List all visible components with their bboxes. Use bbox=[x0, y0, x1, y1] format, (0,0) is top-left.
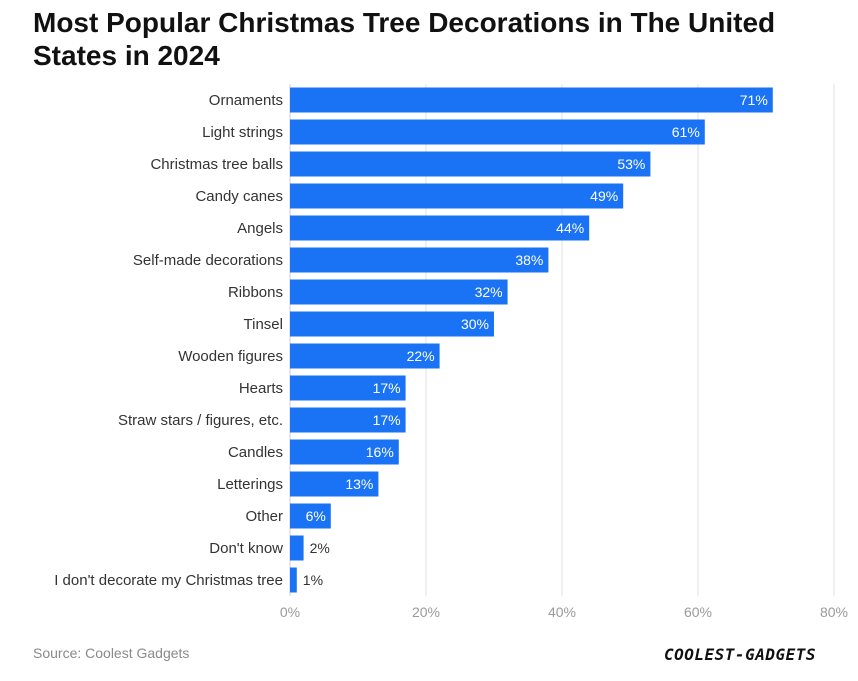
value-label: 38% bbox=[515, 252, 543, 268]
bar bbox=[290, 87, 773, 113]
value-label: 16% bbox=[366, 444, 394, 460]
value-label: 1% bbox=[303, 572, 323, 588]
bar bbox=[290, 439, 399, 465]
value-label: 32% bbox=[475, 284, 503, 300]
category-label: Wooden figures bbox=[178, 348, 283, 365]
value-label: 22% bbox=[407, 348, 435, 364]
bar bbox=[290, 567, 297, 593]
category-label: Ornaments bbox=[209, 92, 283, 109]
value-label: 61% bbox=[672, 124, 700, 140]
x-tick-label: 40% bbox=[548, 604, 576, 620]
value-label: 30% bbox=[461, 316, 489, 332]
category-label: Tinsel bbox=[244, 316, 283, 333]
value-label: 71% bbox=[740, 92, 768, 108]
bar bbox=[290, 503, 331, 529]
brand-logo: COOLEST-GADGETS bbox=[664, 645, 816, 664]
bar bbox=[290, 471, 379, 497]
value-label: 2% bbox=[310, 540, 330, 556]
bar bbox=[290, 183, 624, 209]
category-label: Angels bbox=[237, 220, 283, 237]
x-tick-label: 0% bbox=[280, 604, 300, 620]
value-label: 49% bbox=[590, 188, 618, 204]
bar bbox=[290, 151, 651, 177]
category-label: Candy canes bbox=[195, 188, 283, 205]
chart-title: Most Popular Christmas Tree Decorations … bbox=[33, 7, 776, 71]
labels: 0% 20% 40% 60% 80% Ornaments 71% Light strings 6… bbox=[54, 92, 848, 620]
bar bbox=[290, 407, 406, 433]
bar bbox=[290, 119, 705, 145]
bar bbox=[290, 215, 590, 241]
value-label: 53% bbox=[617, 156, 645, 172]
bar bbox=[290, 343, 440, 369]
value-label: 13% bbox=[345, 476, 373, 492]
x-tick-label: 80% bbox=[820, 604, 848, 620]
value-label: 44% bbox=[556, 220, 584, 236]
x-tick-label: 20% bbox=[412, 604, 440, 620]
category-label: Ribbons bbox=[228, 284, 283, 301]
category-label: I don't decorate my Christmas tree bbox=[54, 572, 283, 589]
x-tick-label: 60% bbox=[684, 604, 712, 620]
bar bbox=[290, 279, 508, 305]
category-label: Letterings bbox=[217, 476, 283, 493]
value-label: 17% bbox=[373, 412, 401, 428]
value-label: 6% bbox=[306, 508, 326, 524]
category-label: Christmas tree balls bbox=[150, 156, 283, 173]
bar bbox=[290, 247, 549, 273]
source-note: Source: Coolest Gadgets bbox=[33, 645, 190, 661]
category-label: Self-made decorations bbox=[133, 252, 283, 269]
category-label: Hearts bbox=[239, 380, 283, 397]
category-label: Light strings bbox=[202, 124, 283, 141]
bar bbox=[290, 375, 406, 401]
bar bbox=[290, 535, 304, 561]
category-label: Other bbox=[245, 508, 283, 525]
value-label: 17% bbox=[373, 380, 401, 396]
bars bbox=[290, 87, 773, 593]
category-label: Don't know bbox=[209, 540, 283, 557]
category-label: Candles bbox=[228, 444, 283, 461]
category-label: Straw stars / figures, etc. bbox=[118, 412, 283, 429]
bar bbox=[290, 311, 494, 337]
